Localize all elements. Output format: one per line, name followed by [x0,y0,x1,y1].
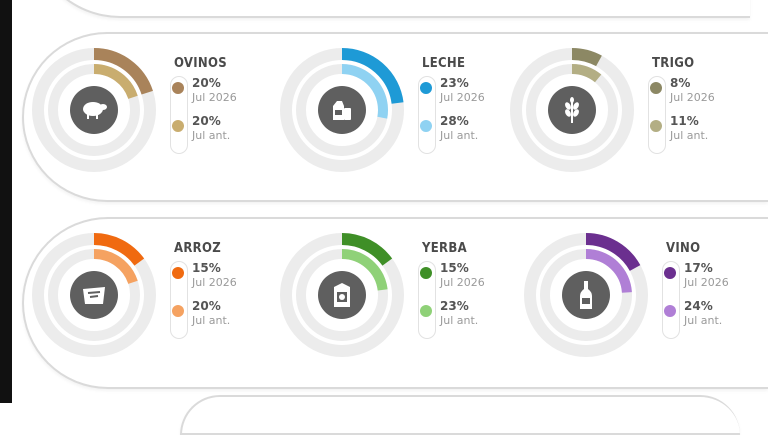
arc-previous [341,249,388,291]
series-label: Jul ant. [192,314,231,327]
yerba-pack-icon [318,271,366,319]
legend-track [418,76,436,154]
rice-bag-icon [70,271,118,319]
donut-leche: LECHE 23% Jul 2026 28% Jul ant. [272,40,512,200]
donut-rings [280,48,404,172]
value-label: 20% [192,299,221,313]
category-label: LECHE [422,56,466,71]
value-label: 24% [684,299,713,313]
series-label: Jul 2026 [440,91,485,104]
arc-current [93,233,145,266]
arc-previous [93,249,138,285]
arc-current [571,48,602,67]
donut-vino: VINO 17% Jul 2026 24% Jul ant. [516,225,756,385]
value-label: 17% [684,261,713,275]
legend-track [170,261,188,339]
value-label: 23% [440,76,469,90]
legend-dot [172,120,184,132]
legend-dot [172,82,184,94]
series-label: Jul ant. [440,129,479,142]
series-label: Jul 2026 [670,91,715,104]
legend-dot [420,82,432,94]
previous-panel [30,0,750,18]
value-label: 15% [192,261,221,275]
donut-yerba: YERBA 15% Jul 2026 23% Jul ant. [272,225,512,385]
milk-icon [318,86,366,134]
category-label: YERBA [422,241,467,256]
legend-dot [650,82,662,94]
category-label: ARROZ [174,241,221,256]
donut-rings [524,233,648,357]
legend-dot [172,305,184,317]
legend-track [648,76,666,154]
donut-rings [32,48,156,172]
wine-bottle-icon [562,271,610,319]
legend-track [170,76,188,154]
donut-ovinos: OVINOS 20% Jul 2026 20% Jul ant. [24,40,264,200]
arc-current [341,48,404,104]
series-label: Jul ant. [440,314,479,327]
category-label: VINO [666,241,701,256]
legend-dot [420,305,432,317]
arc-previous [571,64,602,83]
wheat-icon [548,86,596,134]
arc-current [585,233,641,272]
value-label: 23% [440,299,469,313]
legend-track [662,261,680,339]
series-label: Jul 2026 [192,91,237,104]
category-label: OVINOS [174,56,227,71]
donut-rings [32,233,156,357]
donut-arroz: ARROZ 15% Jul 2026 20% Jul ant. [24,225,264,385]
legend-dot [420,267,432,279]
series-label: Jul 2026 [192,276,237,289]
next-panel [180,395,740,435]
left-edge-bar [0,0,12,403]
value-label: 11% [670,114,699,128]
series-label: Jul ant. [192,129,231,142]
legend-track [418,261,436,339]
legend-dot [420,120,432,132]
legend-dot [664,267,676,279]
value-label: 28% [440,114,469,128]
series-label: Jul 2026 [440,276,485,289]
series-label: Jul ant. [670,129,709,142]
arc-previous [341,64,388,119]
value-label: 15% [440,261,469,275]
legend-dot [172,267,184,279]
arc-previous [93,64,138,100]
legend-dot [650,120,662,132]
value-label: 20% [192,114,221,128]
sheep-icon [70,86,118,134]
series-label: Jul ant. [684,314,723,327]
legend-dot [664,305,676,317]
category-label: TRIGO [652,56,695,71]
arc-current [93,48,153,95]
value-label: 20% [192,76,221,90]
donut-trigo: TRIGO 8% Jul 2026 11% Jul ant. [502,40,742,200]
series-label: Jul 2026 [684,276,729,289]
arc-previous [585,249,632,293]
arc-current [341,233,393,266]
value-label: 8% [670,76,691,90]
donut-rings [280,233,404,357]
donut-rings [510,48,634,172]
